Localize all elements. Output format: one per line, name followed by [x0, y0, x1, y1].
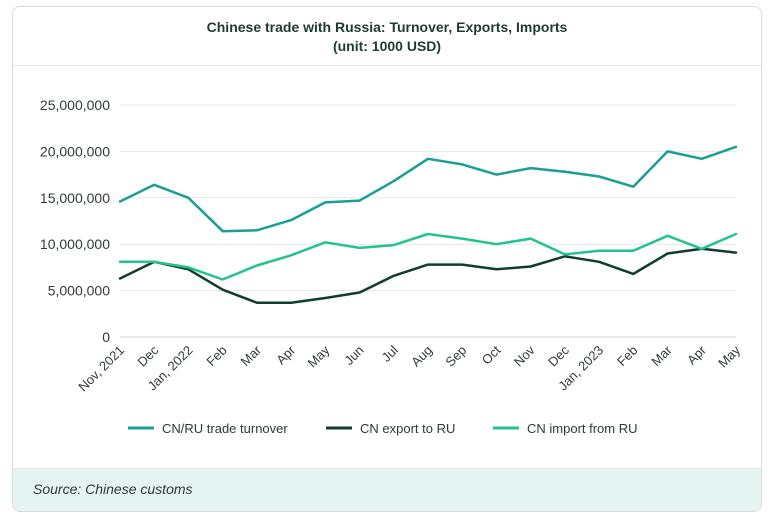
x-tick-label: Feb — [203, 343, 229, 369]
x-tick-label: Apr — [273, 342, 298, 367]
series-line-2 — [118, 232, 738, 281]
legend-label-0: CN/RU trade turnover — [162, 421, 288, 436]
x-tick-label: Nov, 2021 — [75, 343, 127, 395]
chart-title: Chinese trade with Russia: Turnover, Exp… — [206, 19, 568, 35]
series-line-0 — [118, 145, 738, 233]
y-tick-label: 25,000,000 — [40, 97, 110, 113]
x-tick-label: Feb — [614, 343, 640, 369]
x-tick-label: Mar — [238, 342, 265, 369]
x-tick-label: Apr — [684, 342, 709, 367]
x-tick-label: Sep — [442, 343, 469, 370]
x-tick-label: Aug — [408, 343, 435, 370]
x-tick-label: May — [715, 342, 743, 370]
y-tick-label: 0 — [102, 329, 110, 345]
chart-header: Chinese trade with Russia: Turnover, Exp… — [13, 7, 761, 66]
source-note: Source: Chinese customs — [33, 481, 193, 497]
x-tick-label: Jul — [379, 342, 401, 364]
y-tick-label: 20,000,000 — [40, 143, 110, 159]
chart-footer: Source: Chinese customs — [13, 468, 761, 511]
x-tick-label: Jun — [341, 343, 366, 368]
legend-label-2: CN import from RU — [527, 421, 638, 436]
x-tick-label: Dec — [134, 342, 161, 369]
x-tick-label: Nov — [511, 342, 538, 369]
y-tick-label: 5,000,000 — [48, 283, 110, 299]
line-chart: 0 5,000,000 10,000,000 15,000,000 20,000,000… — [40, 97, 744, 436]
legend-label-1: CN export to RU — [360, 421, 455, 436]
x-tick-label: Dec — [545, 342, 572, 369]
y-tick-label: 10,000,000 — [40, 236, 110, 252]
series-line-1 — [118, 247, 738, 304]
chart-subtitle: (unit: 1000 USD) — [332, 38, 442, 54]
x-tick-label: Mar — [648, 342, 675, 369]
x-tick-label: Oct — [479, 342, 504, 367]
x-tick-label: May — [304, 342, 332, 370]
chart-card: Chinese trade with Russia: Turnover, Exp… — [12, 6, 762, 512]
y-tick-label: 15,000,000 — [40, 190, 110, 206]
